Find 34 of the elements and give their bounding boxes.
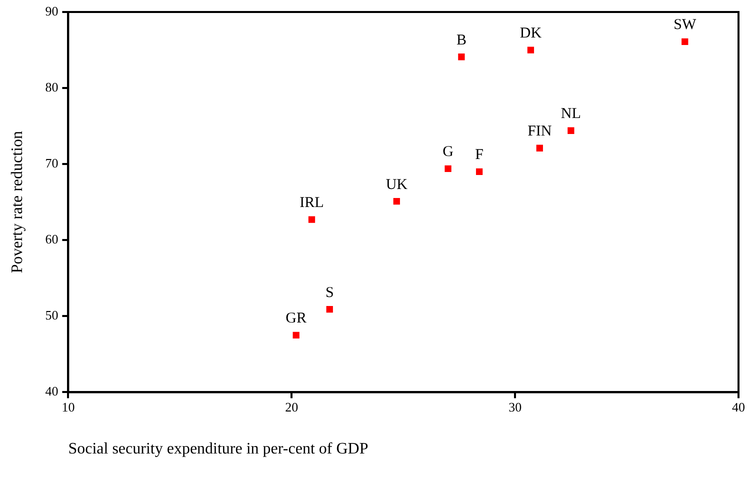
y-tick-label: 70 bbox=[45, 156, 58, 170]
annotation: SW bbox=[674, 17, 697, 34]
point bbox=[476, 168, 483, 176]
x-tick-label: 40 bbox=[732, 399, 745, 414]
annotation: S bbox=[325, 284, 334, 301]
y-tick-label: 50 bbox=[45, 308, 58, 323]
annotation: B bbox=[456, 32, 466, 48]
annotation: F bbox=[475, 147, 484, 164]
y-tick-label: 60 bbox=[45, 232, 58, 247]
point bbox=[527, 46, 534, 54]
point bbox=[292, 332, 300, 338]
x-axis-title: Social security expenditure in per-cent of GDP bbox=[68, 440, 368, 458]
annotation: UK bbox=[386, 176, 408, 193]
point bbox=[444, 165, 452, 172]
x-tick-label: 20 bbox=[285, 399, 298, 414]
x-tick-label: 30 bbox=[508, 399, 522, 414]
x-tick-label: 10 bbox=[62, 399, 75, 414]
annotation: G bbox=[442, 144, 454, 160]
point bbox=[393, 198, 400, 205]
point bbox=[326, 306, 333, 313]
y-axis-title: Poverty rate reduction bbox=[8, 131, 26, 274]
point bbox=[682, 38, 688, 45]
y-tick-label: 40 bbox=[45, 384, 58, 399]
annotation: IRL bbox=[300, 195, 324, 212]
y-tick-label: 90 bbox=[45, 3, 58, 18]
point bbox=[458, 54, 465, 60]
annotation: DK bbox=[520, 25, 542, 42]
point bbox=[568, 127, 574, 134]
annotation: GR bbox=[286, 310, 307, 327]
point bbox=[308, 216, 316, 223]
point bbox=[536, 144, 543, 152]
annotation: NL bbox=[560, 106, 581, 122]
annotation: FIN bbox=[528, 124, 552, 140]
y-tick-label: 80 bbox=[45, 79, 58, 94]
